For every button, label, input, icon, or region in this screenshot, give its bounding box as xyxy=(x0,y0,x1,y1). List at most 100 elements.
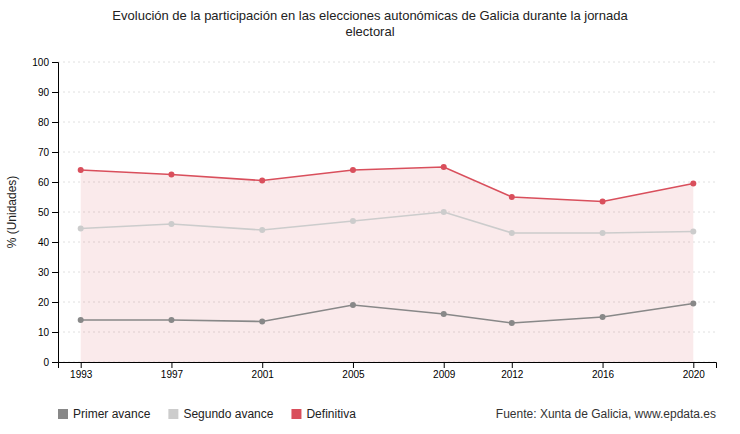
line xyxy=(81,212,694,233)
line xyxy=(81,304,694,324)
y-tick-mark xyxy=(52,62,58,63)
y-tick-mark xyxy=(52,212,58,213)
point xyxy=(78,317,84,323)
title-line: Evolución de la participación en las ele… xyxy=(112,8,628,23)
legend-swatch xyxy=(58,409,68,419)
y-tick-mark xyxy=(52,302,58,303)
point xyxy=(441,164,447,170)
legend-label: Segundo avance xyxy=(183,407,273,421)
point xyxy=(690,301,696,307)
x-tick: 2012 xyxy=(501,362,524,380)
point xyxy=(441,209,447,215)
point xyxy=(78,226,84,232)
x-tick-label: 1993 xyxy=(70,369,93,380)
x-tick: 2005 xyxy=(342,362,365,380)
x-tick-mark xyxy=(171,362,172,368)
point xyxy=(78,167,84,173)
line xyxy=(81,167,694,202)
title-line: electoral xyxy=(345,24,394,39)
y-tick-label: 0 xyxy=(43,357,49,368)
y-tick-label: 50 xyxy=(38,207,50,218)
y-tick-label: 40 xyxy=(38,237,50,248)
x-tick: 1993 xyxy=(70,362,93,380)
y-tick-label: 70 xyxy=(38,147,50,158)
y-axis: 0 10 20 30 40 50 60 70 80 90 100 xyxy=(32,57,58,368)
x-axis: 1993 1997 2001 2005 2009 2012 2016 2020 xyxy=(59,362,717,380)
marks xyxy=(78,164,697,362)
y-tick: 30 xyxy=(38,267,58,278)
plot-area: 1993 1997 2001 2005 2009 2012 2016 2020 0 10 20 30 4… xyxy=(5,57,717,380)
point xyxy=(509,194,515,200)
x-tick-mark xyxy=(444,362,445,368)
grid-line xyxy=(58,122,716,123)
legend-swatch xyxy=(291,409,301,419)
x-tick-label: 2020 xyxy=(683,369,706,380)
legend-item: Primer avance xyxy=(58,407,151,421)
y-tick-mark xyxy=(52,242,58,243)
legend-item: Definitiva xyxy=(291,407,356,421)
y-tick: 0 xyxy=(43,357,58,368)
x-tick-mark xyxy=(693,362,694,368)
x-tick-mark xyxy=(603,362,604,368)
point xyxy=(600,230,606,236)
x-tick-label: 2012 xyxy=(501,369,524,380)
y-tick: 10 xyxy=(38,327,58,338)
legend-label: Primer avance xyxy=(73,407,151,421)
y-tick-mark xyxy=(52,182,58,183)
point xyxy=(509,320,515,326)
point xyxy=(441,311,447,317)
point xyxy=(259,227,265,233)
y-tick-label: 80 xyxy=(38,117,50,128)
y-tick: 100 xyxy=(32,57,58,68)
legend: Primer avance Segundo avance Definitiva xyxy=(58,407,356,421)
x-tick-mark xyxy=(512,362,513,368)
grid-line xyxy=(58,152,716,153)
y-axis-title: % (Unidades) xyxy=(5,176,19,249)
point xyxy=(168,317,174,323)
y-tick-label: 60 xyxy=(38,177,50,188)
point xyxy=(168,172,174,178)
point xyxy=(690,181,696,187)
x-tick-label: 1997 xyxy=(161,369,184,380)
x-tick-mark xyxy=(353,362,354,368)
y-tick: 50 xyxy=(38,207,58,218)
y-tick-label: 30 xyxy=(38,267,50,278)
x-tick: 2020 xyxy=(683,362,706,380)
y-tick: 40 xyxy=(38,237,58,248)
area xyxy=(81,167,694,362)
point xyxy=(600,314,606,320)
x-tick: 2009 xyxy=(433,362,456,380)
legend-item: Segundo avance xyxy=(168,407,273,421)
legend-label: Definitiva xyxy=(306,407,356,421)
x-tick-mark xyxy=(262,362,263,368)
x-tick-label: 2001 xyxy=(252,369,275,380)
point xyxy=(600,199,606,205)
y-tick-mark xyxy=(52,122,58,123)
x-tick: 2001 xyxy=(252,362,275,380)
point xyxy=(350,218,356,224)
x-tick-label: 2009 xyxy=(433,369,456,380)
x-tick-label: 2016 xyxy=(592,369,615,380)
title: Evolución de la participación en las ele… xyxy=(112,8,628,39)
x-axis-line xyxy=(59,363,717,369)
y-tick-label: 10 xyxy=(38,327,50,338)
point xyxy=(350,302,356,308)
chart-container: Evolución de la participación en las ele… xyxy=(0,0,740,434)
y-tick-mark xyxy=(52,362,58,363)
point xyxy=(690,229,696,235)
x-tick: 1997 xyxy=(161,362,184,380)
point xyxy=(168,221,174,227)
source-note: Fuente: Xunta de Galicia, www.epdata.es xyxy=(496,407,716,421)
y-tick-label: 20 xyxy=(38,297,50,308)
legend-swatch xyxy=(168,409,178,419)
point xyxy=(259,319,265,325)
y-tick: 60 xyxy=(38,177,58,188)
x-tick-mark xyxy=(81,362,82,368)
y-tick-mark xyxy=(52,332,58,333)
point xyxy=(259,178,265,184)
y-tick: 90 xyxy=(38,87,58,98)
chart: Evolución de la participación en las ele… xyxy=(0,0,740,434)
y-tick-mark xyxy=(52,92,58,93)
y-tick-mark xyxy=(52,272,58,273)
y-tick: 80 xyxy=(38,117,58,128)
